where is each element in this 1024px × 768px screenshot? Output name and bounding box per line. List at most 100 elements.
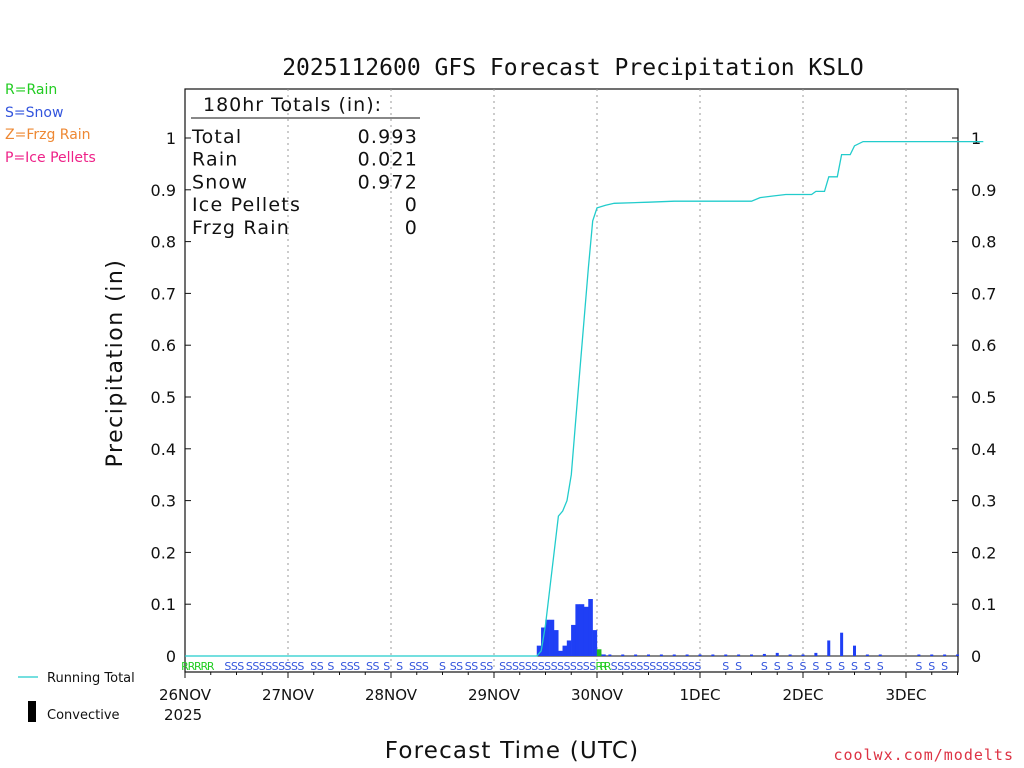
ptype-letter: S bbox=[576, 660, 583, 673]
ptype-letter: S bbox=[265, 660, 272, 673]
snow-bar bbox=[943, 654, 947, 656]
ptype-letter: R bbox=[188, 660, 196, 673]
date-tick-label: 29NOV bbox=[468, 686, 521, 704]
snow-bar bbox=[698, 654, 702, 656]
convective-legend-label: Convective bbox=[47, 708, 120, 723]
y-tick-label-right: 0.3 bbox=[971, 492, 996, 511]
totals-row-value: 0.021 bbox=[358, 149, 418, 171]
ptype-letter: S bbox=[317, 660, 324, 673]
snow-bar bbox=[853, 645, 856, 656]
snow-bar bbox=[571, 624, 576, 656]
ptype-letter: S bbox=[636, 660, 643, 673]
totals-row-value: 0.993 bbox=[358, 126, 418, 148]
ptype-letter: S bbox=[630, 660, 637, 673]
ptype-letter: S bbox=[570, 660, 577, 673]
running-total-legend-label: Running Total bbox=[47, 671, 135, 686]
ptype-letter: S bbox=[774, 660, 781, 673]
credit-link[interactable]: coolwx.com/modelts bbox=[833, 746, 1014, 764]
snow-bar bbox=[724, 654, 728, 656]
snow-bar bbox=[536, 645, 542, 656]
ptype-letter: S bbox=[551, 660, 558, 673]
ptype-letter: S bbox=[928, 660, 935, 673]
ptype-letter: S bbox=[297, 660, 304, 673]
ptype-letter: R bbox=[207, 660, 215, 673]
y-tick-label-left: 0.8 bbox=[151, 233, 176, 252]
y-tick-label-left: 0.3 bbox=[151, 492, 176, 511]
y-tick-label-right: 0.7 bbox=[971, 284, 996, 303]
ptype-letter: S bbox=[544, 660, 551, 673]
ptype-letter: S bbox=[224, 660, 231, 673]
x-axis-label: Forecast Time (UTC) bbox=[385, 738, 640, 764]
ptype-letter: S bbox=[486, 660, 493, 673]
y-tick-label-right: 0.5 bbox=[971, 388, 996, 407]
snow-bar bbox=[840, 632, 844, 656]
ptype-letter: S bbox=[617, 660, 624, 673]
snow-bar bbox=[750, 654, 753, 656]
ptype-letter: S bbox=[915, 660, 922, 673]
ptype-letter: S bbox=[669, 660, 676, 673]
ptype-letter: R bbox=[200, 660, 208, 673]
ptype-letter: S bbox=[506, 660, 513, 673]
ptype-letter: S bbox=[278, 660, 285, 673]
y-axis-label: Precipitation (in) bbox=[103, 259, 128, 468]
ptype-letter: S bbox=[310, 660, 317, 673]
chart-title: 2025112600 GFS Forecast Precipitation KS… bbox=[282, 55, 864, 81]
ptype-letter: S bbox=[499, 660, 506, 673]
snow-bar bbox=[685, 654, 689, 656]
ptype-letter: S bbox=[611, 660, 618, 673]
y-tick-label-right: 0 bbox=[971, 647, 981, 666]
totals-row-label: Rain bbox=[192, 149, 239, 171]
plot-frame bbox=[184, 88, 959, 673]
ptype-letter: S bbox=[525, 660, 532, 673]
snow-bar bbox=[801, 654, 805, 656]
snow-bar bbox=[647, 654, 650, 656]
ptype-letter: S bbox=[838, 660, 845, 673]
year-label: 2025 bbox=[164, 706, 202, 724]
snow-bar bbox=[583, 606, 589, 656]
legend-ice-pellets: P=Ice Pellets bbox=[5, 150, 96, 166]
y-tick-label-left: 0.7 bbox=[151, 284, 176, 303]
date-tick-label: 3DEC bbox=[885, 686, 926, 704]
legend-rain: R=Rain bbox=[5, 82, 58, 98]
ptype-letter: S bbox=[649, 660, 656, 673]
ptype-letter: S bbox=[787, 660, 794, 673]
ptype-letter: S bbox=[761, 660, 768, 673]
snow-bar bbox=[672, 654, 676, 656]
ptype-letter: S bbox=[439, 660, 446, 673]
ptype-letter: S bbox=[272, 660, 279, 673]
ptype-letter: S bbox=[422, 660, 429, 673]
ptype-letter: S bbox=[812, 660, 819, 673]
ptype-letter: S bbox=[624, 660, 631, 673]
totals-row-value: 0.972 bbox=[358, 171, 418, 193]
ptype-letter: S bbox=[656, 660, 663, 673]
ptype-letter: S bbox=[688, 660, 695, 673]
y-tick-label-left: 0.9 bbox=[151, 181, 176, 200]
ptype-letter: S bbox=[340, 660, 347, 673]
snow-bar bbox=[762, 653, 766, 656]
ptype-letter: S bbox=[675, 660, 682, 673]
snow-bar bbox=[878, 654, 882, 656]
y-tick-label-left: 0.2 bbox=[151, 543, 176, 562]
ptype-letter: R bbox=[600, 660, 608, 673]
ptype-letter: R bbox=[181, 660, 189, 673]
ptype-letter: S bbox=[471, 660, 478, 673]
y-tick-label-left: 0.5 bbox=[151, 388, 176, 407]
ptype-letter: S bbox=[415, 660, 422, 673]
ptype-letter: S bbox=[694, 660, 701, 673]
snow-bar bbox=[592, 630, 598, 656]
legend-snow: S=Snow bbox=[5, 105, 64, 121]
snow-bar bbox=[956, 654, 959, 656]
ptype-letter: R bbox=[595, 660, 603, 673]
ptype-letter: S bbox=[285, 660, 292, 673]
running-total-line bbox=[185, 140, 984, 657]
snow-bar bbox=[827, 640, 831, 656]
snow-bar bbox=[608, 654, 612, 656]
totals-box: 180hr Totals (in): Total 0.993 Rain 0.021 Sn… bbox=[191, 94, 420, 239]
ptype-letter: S bbox=[291, 660, 298, 673]
ptype-letter: S bbox=[681, 660, 688, 673]
date-tick-label: 1DEC bbox=[679, 686, 720, 704]
date-tick-label: 27NOV bbox=[262, 686, 315, 704]
snow-bar bbox=[634, 654, 638, 656]
totals-row-label: Ice Pellets bbox=[192, 194, 301, 216]
